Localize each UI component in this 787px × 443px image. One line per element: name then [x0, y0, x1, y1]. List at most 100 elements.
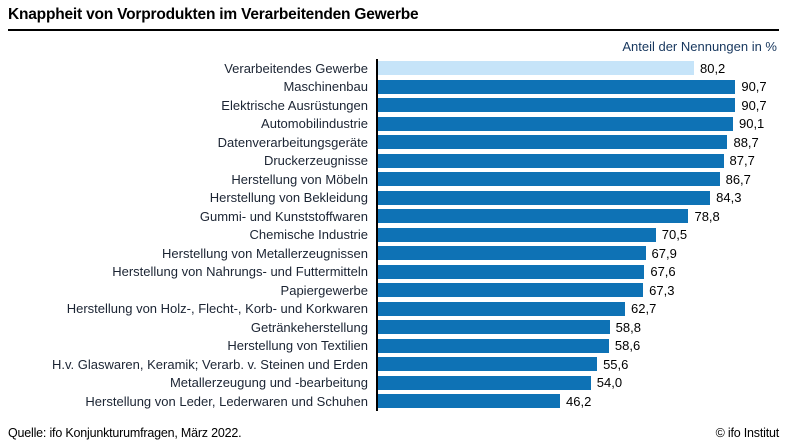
chart-header: Knappheit von Vorprodukten im Verarbeite… — [0, 0, 787, 31]
chart-footer: Quelle: ifo Konjunkturumfragen, März 202… — [0, 426, 787, 440]
bar-zone: 67,9 — [376, 244, 787, 263]
value-label: 86,7 — [725, 171, 751, 187]
bar-zone: 70,5 — [376, 225, 787, 244]
value-label: 58,6 — [614, 338, 641, 354]
bar — [378, 153, 724, 168]
chart-row: Papiergewerbe 67,3 — [0, 281, 787, 300]
chart-row: Metallerzeugung und -bearbeitung 54,0 — [0, 373, 787, 392]
bar — [378, 190, 711, 205]
bar-zone: 88,7 — [376, 133, 787, 152]
value-label: 58,8 — [615, 319, 641, 335]
bar — [378, 338, 609, 353]
category-label: Automobilindustrie — [261, 116, 368, 132]
bar-zone: 55,6 — [376, 355, 787, 374]
value-label: 78,8 — [694, 208, 720, 224]
bar — [378, 172, 720, 187]
chart-row: Herstellung von Bekleidung 84,3 — [0, 188, 787, 207]
value-label: 80,2 — [699, 60, 726, 76]
chart-row: Herstellung von Holz-, Flecht-, Korb- un… — [0, 299, 787, 318]
bar — [378, 209, 689, 224]
bar — [378, 246, 646, 261]
value-label: 90,7 — [741, 79, 767, 95]
bar-zone: 86,7 — [376, 170, 787, 189]
bar — [378, 283, 644, 298]
bar-zone: 87,7 — [376, 151, 787, 170]
category-label: Herstellung von Möbeln — [231, 171, 368, 187]
category-label: Herstellung von Holz-, Flecht-, Korb- un… — [66, 301, 368, 317]
value-label: 90,1 — [738, 116, 765, 132]
category-label: Herstellung von Metallerzeugnissen — [162, 245, 368, 261]
chart-row: Getränkeherstellung 58,8 — [0, 318, 787, 337]
chart-row: Herstellung von Leder, Lederwaren und Sc… — [0, 392, 787, 411]
category-label: Papiergewerbe — [280, 282, 368, 298]
chart-row: Verarbeitendes Gewerbe 80,2 — [0, 59, 787, 78]
chart-row: Maschinenbau 90,7 — [0, 77, 787, 96]
value-label: 67,6 — [650, 264, 676, 280]
category-label: Herstellung von Bekleidung — [209, 190, 368, 206]
bar — [378, 264, 645, 279]
chart-row: Gummi- und Kunststoffwaren 78,8 — [0, 207, 787, 226]
bar — [378, 116, 733, 131]
chart-row: Herstellung von Textilien 58,6 — [0, 336, 787, 355]
category-label: H.v. Glaswaren, Keramik; Verarb. v. Stei… — [52, 356, 368, 372]
bar-zone: 58,8 — [376, 318, 787, 337]
category-label: Maschinenbau — [283, 79, 368, 95]
bar — [378, 320, 610, 335]
value-label: 55,6 — [603, 356, 629, 372]
category-label: Getränkeherstellung — [250, 319, 368, 335]
chart-row: H.v. Glaswaren, Keramik; Verarb. v. Stei… — [0, 355, 787, 374]
value-label: 84,3 — [716, 190, 742, 206]
bar-zone: 90,7 — [376, 77, 787, 96]
chart-row: Druckerzeugnisse 87,7 — [0, 151, 787, 170]
bar-zone: 62,7 — [376, 299, 787, 318]
bar-chart: Verarbeitendes Gewerbe 80,2 Maschinenbau 90… — [0, 59, 787, 411]
bar — [378, 301, 626, 316]
category-label: Metallerzeugung und -bearbeitung — [169, 375, 368, 391]
value-label: 87,7 — [729, 153, 755, 169]
category-label: Elektrische Ausrüstungen — [221, 97, 368, 113]
value-label: 90,7 — [741, 97, 767, 113]
bar — [378, 357, 598, 372]
bar — [378, 79, 736, 94]
bar-zone: 78,8 — [376, 207, 787, 226]
source-note: Quelle: ifo Konjunkturumfragen, März 202… — [8, 426, 242, 440]
value-label: 70,5 — [661, 227, 688, 243]
bar-zone: 67,6 — [376, 262, 787, 281]
chart-row: Herstellung von Nahrungs- und Futtermitt… — [0, 262, 787, 281]
bar — [378, 135, 728, 150]
axis-unit-label: Anteil der Nennungen in % — [622, 39, 777, 54]
value-label: 67,9 — [651, 245, 677, 261]
category-label: Chemische Industrie — [249, 227, 369, 243]
value-label: 88,7 — [733, 134, 759, 150]
category-label: Druckerzeugnisse — [263, 153, 368, 169]
chart-title: Knappheit von Vorprodukten im Verarbeite… — [8, 6, 419, 23]
category-label: Herstellung von Textilien — [227, 338, 368, 354]
bar-zone: 90,7 — [376, 96, 787, 115]
category-label: Datenverarbeitungsgeräte — [217, 134, 368, 150]
title-divider — [8, 29, 779, 31]
copyright-note: © ifo Institut — [715, 426, 780, 440]
bar — [378, 227, 656, 242]
bar-zone: 54,0 — [376, 373, 787, 392]
bar — [378, 375, 591, 390]
category-label: Verarbeitendes Gewerbe — [224, 60, 368, 76]
bar-zone: 67,3 — [376, 281, 787, 300]
bar — [378, 394, 561, 409]
value-label: 46,2 — [566, 393, 592, 409]
bar-zone: 84,3 — [376, 188, 787, 207]
category-label: Gummi- und Kunststoffwaren — [199, 208, 368, 224]
chart-row: Herstellung von Möbeln 86,7 — [0, 170, 787, 189]
bar — [378, 98, 736, 113]
value-label: 62,7 — [631, 301, 657, 317]
chart-row: Herstellung von Metallerzeugnissen 67,9 — [0, 244, 787, 263]
category-label: Herstellung von Leder, Lederwaren und Sc… — [85, 393, 368, 409]
bar-zone: 80,2 — [376, 59, 787, 78]
chart-row: Chemische Industrie 70,5 — [0, 225, 787, 244]
bar — [378, 61, 694, 76]
category-label: Herstellung von Nahrungs- und Futtermitt… — [112, 264, 368, 280]
bar-zone: 90,1 — [376, 114, 787, 133]
chart-row: Automobilindustrie 90,1 — [0, 114, 787, 133]
chart-row: Datenverarbeitungsgeräte 88,7 — [0, 133, 787, 152]
value-label: 67,3 — [649, 282, 675, 298]
